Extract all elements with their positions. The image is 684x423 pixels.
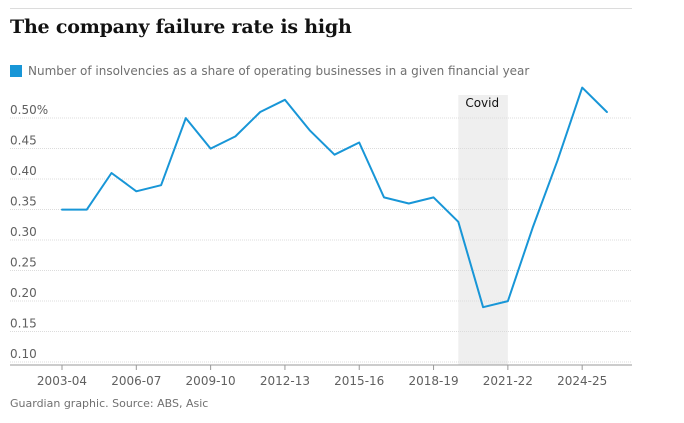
- covid-band: [458, 95, 508, 365]
- x-tick-label: 2006-07: [111, 374, 161, 388]
- y-tick-label: 0.35: [10, 195, 37, 209]
- y-tick-label: 0.30: [10, 225, 37, 239]
- x-tick-label: 2018-19: [408, 374, 458, 388]
- x-tick-label: 2021-22: [483, 374, 533, 388]
- x-tick-label: 2003-04: [37, 374, 87, 388]
- legend: Number of insolvencies as a share of ope…: [10, 64, 529, 78]
- source-note: Guardian graphic. Source: ABS, Asic: [10, 397, 209, 410]
- top-rule: [10, 8, 632, 9]
- x-tick-label: 2012-13: [260, 374, 310, 388]
- series-line: [61, 86, 608, 309]
- y-tick-label: 0.45: [10, 134, 37, 148]
- y-tick-label: 0.50%: [10, 103, 48, 117]
- y-tick-label: 0.20: [10, 286, 37, 300]
- y-tick-label: 0.25: [10, 256, 37, 270]
- y-tick-label: 0.40: [10, 164, 37, 178]
- x-tick-label: 2015-16: [334, 374, 384, 388]
- legend-label: Number of insolvencies as a share of ope…: [28, 64, 530, 78]
- chart-title: The company failure rate is high: [10, 16, 352, 38]
- y-tick-label: 0.10: [10, 347, 37, 361]
- x-tick-label: 2024-25: [557, 374, 607, 388]
- legend-swatch: [10, 65, 22, 77]
- x-tick-label: 2009-10: [186, 374, 236, 388]
- covid-label: Covid: [465, 96, 499, 110]
- y-tick-label: 0.15: [10, 317, 37, 331]
